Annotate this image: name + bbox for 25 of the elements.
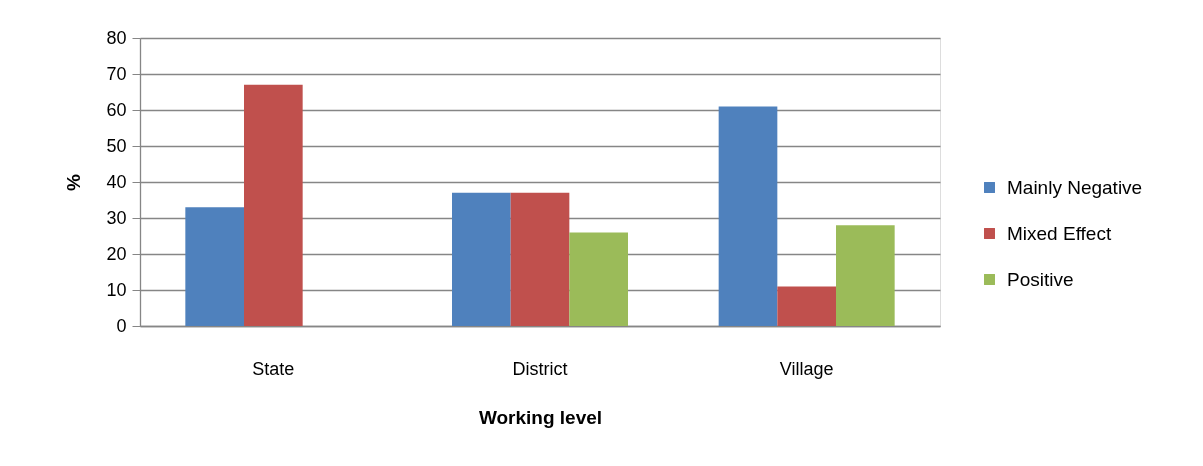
x-axis-title: Working level (478, 406, 603, 428)
bar (777, 286, 836, 326)
legend-label: Mixed Effect (1007, 222, 1112, 244)
legend-label: Mainly Negative (1007, 176, 1143, 198)
x-tick-label: Village (779, 358, 834, 379)
bar (452, 192, 511, 326)
y-tick-label: 10 (106, 279, 127, 300)
y-axis-title: % (63, 173, 85, 191)
bar (836, 225, 895, 326)
x-tick-label: District (512, 358, 568, 379)
bar (718, 106, 778, 326)
bar (510, 192, 570, 326)
bar (244, 84, 303, 326)
y-tick-label: 30 (106, 207, 127, 228)
x-tick-label: State (252, 358, 295, 379)
legend-label: Positive (1007, 268, 1074, 290)
y-tick-label: 20 (106, 243, 127, 264)
y-tick-label: 0 (116, 315, 127, 336)
y-tick-label: 50 (106, 135, 127, 156)
y-tick-label: 40 (106, 171, 127, 192)
y-tick-label: 60 (106, 99, 127, 120)
bar (185, 207, 244, 326)
bar (569, 232, 628, 326)
y-tick-label: 80 (106, 27, 127, 48)
y-tick-label: 70 (106, 63, 127, 84)
